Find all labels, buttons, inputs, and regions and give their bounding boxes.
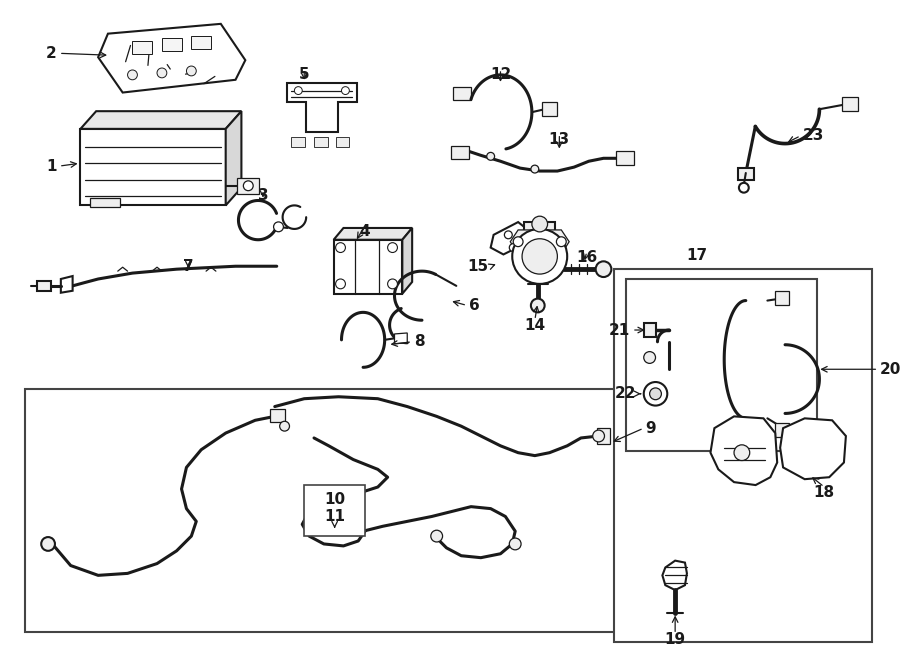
Circle shape — [739, 183, 749, 193]
Text: 14: 14 — [525, 318, 545, 333]
Bar — [24, 389, 630, 632]
Text: 13: 13 — [549, 132, 570, 147]
Polygon shape — [491, 222, 528, 254]
Circle shape — [388, 243, 398, 252]
Bar — [524, 222, 555, 236]
Bar — [334, 240, 402, 294]
Text: 6: 6 — [469, 298, 480, 313]
Circle shape — [274, 222, 284, 232]
Circle shape — [532, 216, 547, 232]
Text: 12: 12 — [490, 67, 511, 82]
Text: 2: 2 — [46, 46, 57, 61]
Circle shape — [336, 243, 346, 252]
Bar — [80, 129, 226, 205]
Circle shape — [509, 538, 521, 550]
Circle shape — [243, 181, 253, 191]
Bar — [615, 269, 872, 642]
Circle shape — [388, 279, 398, 289]
Text: 22: 22 — [615, 387, 636, 401]
Bar — [270, 408, 284, 422]
Bar — [542, 103, 557, 116]
Polygon shape — [402, 228, 412, 294]
Circle shape — [522, 239, 557, 274]
Circle shape — [596, 261, 611, 277]
Circle shape — [336, 279, 346, 289]
Circle shape — [509, 244, 518, 252]
Circle shape — [294, 87, 302, 95]
Text: 3: 3 — [257, 188, 268, 203]
Bar — [304, 485, 365, 536]
Circle shape — [157, 68, 166, 78]
Text: 15: 15 — [468, 259, 489, 273]
Circle shape — [650, 388, 662, 400]
Circle shape — [186, 66, 196, 76]
Bar — [292, 136, 305, 146]
Text: 16: 16 — [576, 250, 598, 265]
Polygon shape — [286, 83, 357, 132]
Polygon shape — [780, 418, 846, 479]
Circle shape — [341, 87, 349, 95]
Text: 4: 4 — [360, 224, 371, 239]
Circle shape — [734, 445, 750, 461]
Text: 1: 1 — [47, 159, 57, 173]
Text: 11: 11 — [324, 508, 345, 524]
Circle shape — [513, 237, 523, 247]
Bar — [192, 36, 211, 50]
Text: 8: 8 — [414, 334, 425, 350]
Bar — [616, 152, 634, 165]
Bar — [162, 38, 182, 52]
Text: 19: 19 — [664, 632, 686, 647]
Bar — [336, 136, 349, 146]
Polygon shape — [98, 24, 246, 93]
Bar — [597, 428, 610, 444]
Bar — [314, 136, 328, 146]
Bar — [238, 178, 259, 193]
Text: 9: 9 — [645, 420, 656, 436]
Polygon shape — [61, 276, 73, 293]
Text: 18: 18 — [814, 485, 835, 500]
Polygon shape — [226, 111, 241, 205]
Bar — [37, 281, 51, 291]
Text: 10: 10 — [324, 492, 346, 507]
Polygon shape — [80, 111, 241, 129]
Polygon shape — [510, 230, 569, 250]
Circle shape — [504, 231, 512, 239]
Bar — [644, 323, 655, 337]
Bar — [626, 279, 817, 451]
Circle shape — [512, 229, 567, 284]
Polygon shape — [394, 333, 407, 344]
Circle shape — [431, 530, 443, 542]
Text: 20: 20 — [880, 361, 900, 377]
Polygon shape — [334, 228, 412, 240]
Text: 5: 5 — [299, 67, 310, 82]
Circle shape — [556, 237, 566, 247]
Circle shape — [487, 152, 495, 160]
Bar — [775, 423, 789, 437]
Bar — [842, 97, 858, 111]
Polygon shape — [710, 416, 778, 485]
Text: 23: 23 — [803, 128, 824, 143]
Text: 21: 21 — [608, 322, 630, 338]
Bar — [90, 197, 120, 207]
Circle shape — [531, 165, 539, 173]
Circle shape — [593, 430, 605, 442]
Circle shape — [280, 421, 290, 431]
Bar — [738, 168, 753, 180]
Circle shape — [128, 70, 138, 80]
Bar — [132, 40, 152, 54]
Circle shape — [41, 537, 55, 551]
Polygon shape — [662, 561, 687, 590]
Bar — [454, 87, 471, 101]
Bar — [452, 146, 469, 160]
Circle shape — [644, 352, 655, 363]
Text: 17: 17 — [686, 248, 707, 263]
Bar — [775, 291, 789, 305]
Text: 7: 7 — [183, 260, 194, 274]
Circle shape — [644, 382, 667, 406]
Circle shape — [531, 299, 544, 312]
